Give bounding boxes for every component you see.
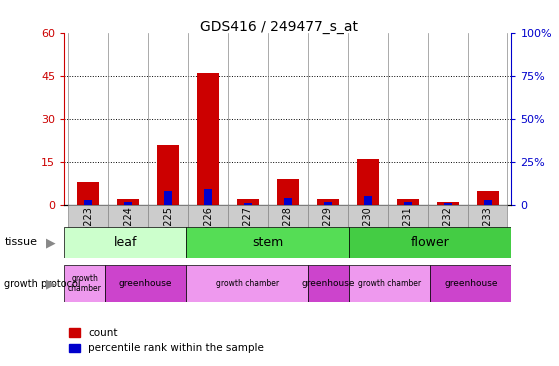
Bar xyxy=(308,265,349,302)
Bar xyxy=(204,190,212,205)
Bar xyxy=(467,205,508,254)
Bar xyxy=(117,199,139,205)
Text: GSM9226: GSM9226 xyxy=(203,206,213,253)
Bar xyxy=(317,199,339,205)
Bar xyxy=(397,199,419,205)
Bar xyxy=(68,205,108,254)
Text: greenhouse: greenhouse xyxy=(302,279,356,288)
Bar xyxy=(228,205,268,254)
Text: GSM9233: GSM9233 xyxy=(482,206,492,253)
Bar xyxy=(157,145,179,205)
Bar xyxy=(437,202,458,205)
Bar xyxy=(148,205,188,254)
Bar xyxy=(357,159,379,205)
Bar xyxy=(64,265,105,302)
Text: GSM9230: GSM9230 xyxy=(363,206,373,253)
Text: GSM9231: GSM9231 xyxy=(402,206,413,253)
Text: growth protocol: growth protocol xyxy=(4,279,81,289)
Bar xyxy=(188,205,228,254)
Bar xyxy=(428,205,467,254)
Bar xyxy=(349,227,511,258)
Text: GSM9223: GSM9223 xyxy=(83,206,93,253)
Bar xyxy=(444,203,452,205)
Bar xyxy=(164,191,172,205)
Bar xyxy=(388,205,428,254)
Text: GSM9232: GSM9232 xyxy=(443,206,453,253)
Bar xyxy=(349,265,430,302)
Text: ▶: ▶ xyxy=(45,277,55,290)
Bar xyxy=(268,205,308,254)
Bar xyxy=(484,200,491,205)
Bar xyxy=(364,196,372,205)
Text: GSM9229: GSM9229 xyxy=(323,206,333,253)
Text: growth chamber: growth chamber xyxy=(358,279,421,288)
Bar xyxy=(476,191,499,205)
Text: GSM9227: GSM9227 xyxy=(243,206,253,253)
Text: leaf: leaf xyxy=(113,236,137,249)
Bar xyxy=(77,182,100,205)
Bar xyxy=(64,227,186,258)
Bar xyxy=(430,265,511,302)
Text: GSM9225: GSM9225 xyxy=(163,206,173,253)
Text: tissue: tissue xyxy=(4,238,37,247)
Bar xyxy=(84,200,92,205)
Text: greenhouse: greenhouse xyxy=(119,279,172,288)
Legend: count, percentile rank within the sample: count, percentile rank within the sample xyxy=(69,328,264,354)
Bar xyxy=(108,205,148,254)
Bar xyxy=(124,202,132,205)
Text: GSM9228: GSM9228 xyxy=(283,206,293,253)
Bar xyxy=(277,179,299,205)
Bar xyxy=(186,227,349,258)
Bar xyxy=(237,199,259,205)
Bar xyxy=(348,205,388,254)
Text: growth chamber: growth chamber xyxy=(216,279,279,288)
Text: greenhouse: greenhouse xyxy=(444,279,498,288)
Bar xyxy=(186,265,308,302)
Text: flower: flower xyxy=(411,236,449,249)
Text: ▶: ▶ xyxy=(45,236,55,249)
Bar xyxy=(197,73,219,205)
Bar xyxy=(105,265,186,302)
Text: stem: stem xyxy=(252,236,283,249)
Text: growth
chamber: growth chamber xyxy=(68,274,102,294)
Bar xyxy=(308,205,348,254)
Bar xyxy=(244,203,252,205)
Bar xyxy=(324,202,332,205)
Text: GSM9224: GSM9224 xyxy=(123,206,133,253)
Bar xyxy=(284,198,292,205)
Bar xyxy=(404,202,411,205)
Text: GDS416 / 249477_s_at: GDS416 / 249477_s_at xyxy=(201,20,358,34)
